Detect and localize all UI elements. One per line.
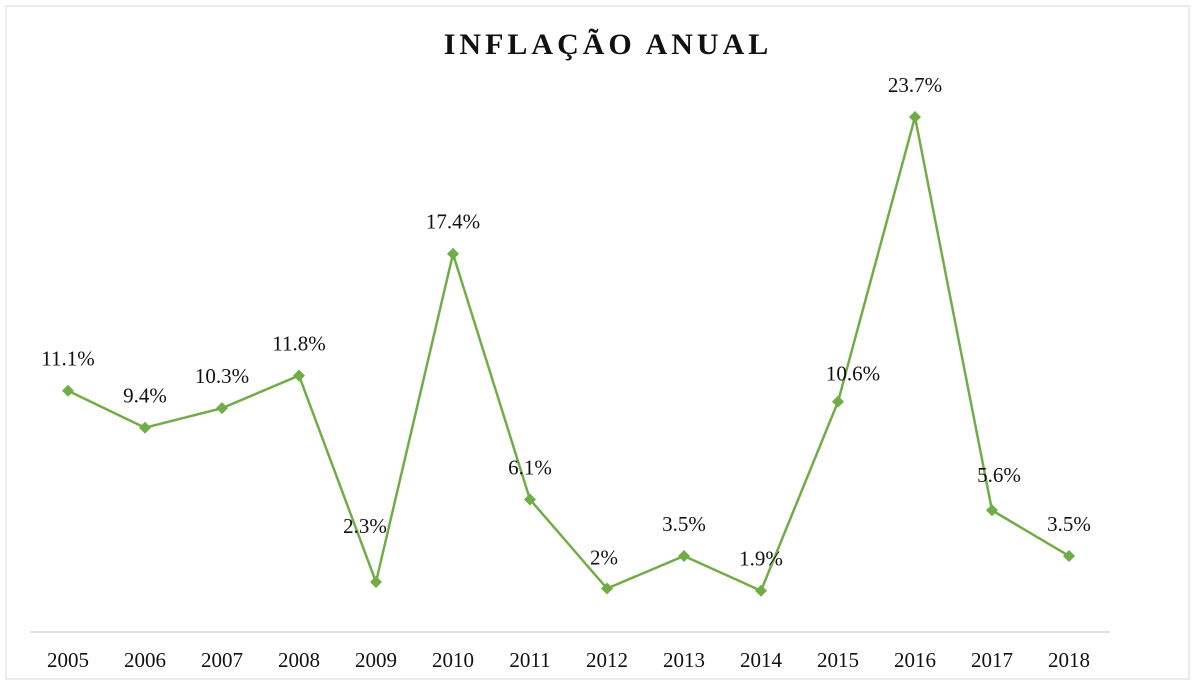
data-label: 17.4% [426,210,480,234]
data-label: 1.9% [739,547,783,571]
x-tick-label: 2014 [740,648,783,672]
x-tick-label: 2008 [278,648,320,672]
marker [832,395,844,408]
x-tick-label: 2010 [432,648,474,672]
x-tick-label: 2018 [1048,648,1090,672]
x-tick-label: 2009 [355,648,397,672]
marker [216,402,228,415]
marker [909,111,921,123]
marker [755,584,767,597]
marker [62,384,74,397]
x-tick-label: 2007 [201,648,243,672]
data-label: 11.8% [272,331,325,355]
x-tick-label: 2011 [509,648,550,672]
x-tick-label: 2005 [47,648,89,672]
chart-frame [5,5,1190,680]
marker [139,421,151,434]
x-tick-label: 2013 [663,648,705,672]
x-tick-label: 2012 [586,648,628,672]
data-label: 10.3% [195,364,249,388]
line [67,116,1070,593]
x-tick-label: 2016 [894,648,936,672]
marker [678,549,690,562]
marker [524,493,536,506]
marker [601,582,613,595]
x-tick-label: 2017 [971,648,1013,672]
marker [1063,549,1075,562]
data-label: 5.6% [977,463,1021,487]
data-label: 9.4% [123,384,167,408]
marker [447,247,459,260]
marker [293,369,305,382]
data-label: 2% [590,545,618,569]
data-label: 3.5% [662,512,706,536]
chart-title: INFLAÇÃO ANUAL [444,28,773,61]
data-label: 11.1% [41,347,94,371]
data-label: 6.1% [508,455,552,479]
x-tick-label: 2015 [817,648,859,672]
data-label: 2.3% [343,514,387,538]
marker [986,504,998,517]
data-label: 23.7% [888,73,942,97]
marker [370,576,382,589]
data-label: 3.5% [1047,512,1091,536]
data-label: 10.6% [826,361,880,385]
x-tick-label: 2006 [124,648,166,672]
